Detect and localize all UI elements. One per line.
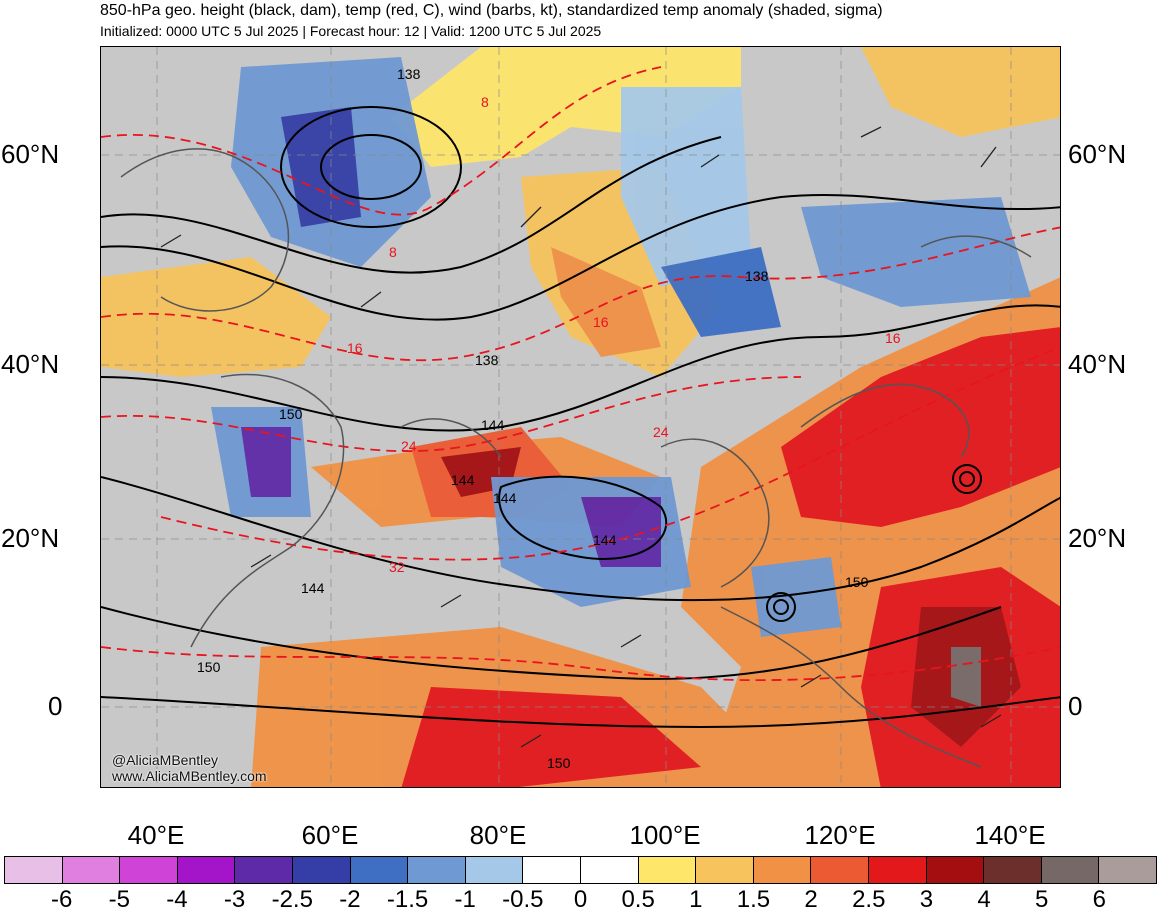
colorbar-tick-label: -6 [50,886,73,913]
warm-anomaly-japan [781,327,1060,527]
height-label: 150 [197,659,221,675]
colorbar-tick-label: -2.5 [271,886,313,913]
colorbar-tick-label: 2.5 [852,886,886,913]
colorbar-swatch [235,857,293,883]
colorbar-swatch [350,857,409,883]
colorbar-tick-label: 5 [1035,886,1049,913]
colorbar-tick-label: -5 [108,886,130,913]
colorbar-swatch [1099,857,1156,883]
colorbar-tick-label: -0.5 [502,886,544,913]
height-label: 150 [279,406,303,422]
cold-anomaly-tibet-core [581,497,661,567]
colorbar-swatch [177,857,236,883]
temp-label: 24 [401,438,417,454]
temp-label: 8 [389,244,397,260]
colorbar-tick-label: 0.5 [621,886,655,913]
height-label: 138 [745,268,769,284]
temperature-contours [101,66,1060,682]
height-label: 138 [397,66,421,82]
colorbar-tick-label: 2 [804,886,818,913]
anomaly-colorbar [4,856,1157,884]
temp-label: 32 [389,559,405,575]
temp-label: 16 [593,314,609,330]
height-label: 144 [481,417,505,433]
colorbar-tick-label: 4 [977,886,991,913]
height-label: 144 [301,580,325,596]
colorbar-tick-label: 1.5 [736,886,771,913]
colorbar-swatch [696,857,754,883]
cold-anomaly-east-asia [801,197,1031,307]
lat-label-left: 0 [48,691,63,721]
contour-labels: 138 138 138 144 144 144 144 150 150 150 … [197,66,901,771]
colorbar-swatch [638,857,697,883]
cold-anomaly-south-china-sea [751,557,841,637]
height-label: 138 [475,352,499,368]
height-label: 150 [547,755,571,771]
colorbar-swatch [984,857,1042,883]
height-label: 144 [451,472,475,488]
colorbar-tick-label: -2 [339,886,361,913]
colorbar-swatch [120,857,178,883]
height-label: 144 [593,532,617,548]
colorbar-swatch [523,857,581,883]
lon-label: 40°E [127,820,185,850]
warm-anomaly-arctic [861,47,1060,137]
colorbar-tick-label: 0 [573,886,588,913]
map-title: 850-hPa geo. height (black, dam), temp (… [100,2,883,19]
map-subtitle: Initialized: 0000 UTC 5 Jul 2025 | Forec… [100,23,602,39]
lon-label: 60°E [301,820,359,850]
colorbar-swatch [408,857,466,883]
colorbar-tick-label: -4 [166,886,188,913]
credit-handle: @AliciaMBentley [112,752,219,768]
cold-anomaly-arabia-core [241,427,291,497]
colorbar-tick-label: 6 [1092,886,1107,913]
colorbar-tick-label: 1 [689,886,703,913]
colorbar-tick-label: 3 [919,886,934,913]
lat-label-right: 0 [1068,691,1083,721]
height-contours [101,106,1060,729]
lon-label: 100°E [629,820,701,850]
colorbar-swatch [753,857,812,883]
cold-anomaly-siberia-core [661,247,781,337]
colorbar-swatch [811,857,869,883]
lat-label-right: 20°N [1068,523,1127,553]
colorbar-swatch [1041,857,1100,883]
temp-label: 8 [481,94,489,110]
colorbar-swatch [465,857,524,883]
colorbar-swatch [292,857,351,883]
colorbar-tick-label: -3 [223,886,246,913]
lat-label-left: 60°N [1,139,60,169]
credit-url: www.AliciaMBentley.com [112,768,267,784]
coastlines [120,148,1032,768]
lat-label-right: 40°N [1068,349,1127,379]
lon-label: 120°E [804,820,876,850]
weather-map: 138 138 138 144 144 144 144 150 150 150 … [100,46,1061,788]
height-label: 150 [845,574,869,590]
colorbar-swatch [580,857,639,883]
colorbar-swatch [868,857,927,883]
warm-anomaly-europe [101,257,331,377]
lat-label-left: 20°N [1,523,60,553]
colorbar-swatch [5,857,63,883]
lon-label: 140°E [974,820,1046,850]
temp-label: 16 [885,330,901,346]
warm-anomaly-indian-ocean-core [401,687,701,787]
height-label: 144 [493,490,517,506]
colorbar-tick-label: -1 [454,886,476,913]
warm-anomaly-north [391,47,741,167]
temp-label: 16 [347,340,363,356]
colorbar-tick-label: -1.5 [386,886,429,913]
wind-barbs [160,126,1002,748]
colorbar-swatch [62,857,121,883]
warm-anomaly-philippine-sea-peak [951,647,981,707]
colorbar-swatch [926,857,985,883]
lat-label-right: 60°N [1068,139,1127,169]
temp-label: 24 [653,424,669,440]
lon-label: 80°E [469,820,527,850]
lat-label-left: 40°N [1,349,60,379]
